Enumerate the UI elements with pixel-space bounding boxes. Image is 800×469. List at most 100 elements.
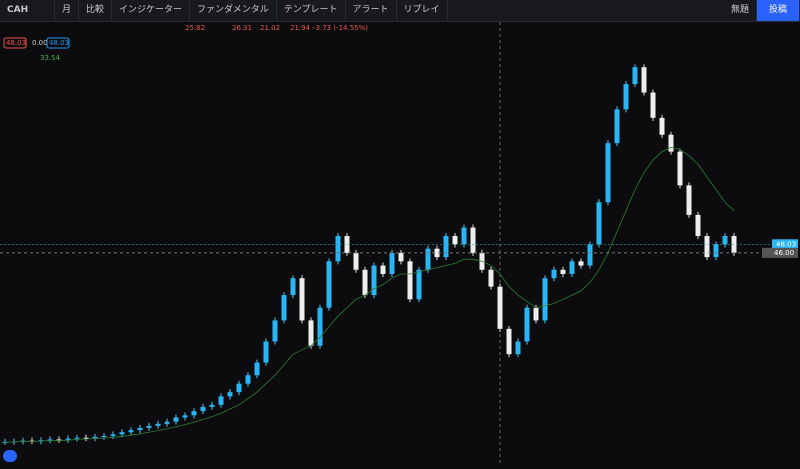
candle	[335, 236, 341, 262]
candle	[326, 261, 332, 308]
candle	[263, 341, 269, 363]
candle	[245, 375, 251, 384]
candle	[389, 252, 395, 274]
ma-line	[4, 146, 735, 443]
candle	[632, 67, 638, 85]
symbol[interactable]: CAH	[0, 0, 55, 21]
ma-value: 33.54	[40, 54, 61, 62]
legend-high: 26.31	[232, 24, 252, 32]
candle	[560, 269, 566, 274]
candle	[281, 295, 287, 321]
candle	[668, 134, 674, 152]
candle	[236, 383, 242, 393]
candle	[74, 437, 80, 439]
candle	[452, 236, 458, 245]
spread: 0.00	[32, 39, 48, 47]
candle	[56, 439, 62, 441]
candle	[218, 396, 224, 405]
candle	[650, 92, 656, 118]
candle	[506, 328, 512, 355]
candle	[686, 185, 692, 215]
candle	[704, 236, 710, 258]
price-tag	[762, 247, 798, 258]
candle	[713, 244, 719, 258]
candle	[524, 307, 530, 342]
ask: 48.03	[49, 39, 69, 47]
tool[interactable]: リプレイ	[397, 0, 448, 21]
candle	[146, 425, 152, 429]
candle	[353, 252, 359, 270]
candle	[398, 252, 404, 262]
candle	[461, 227, 467, 245]
candle	[317, 307, 323, 346]
candle	[182, 415, 188, 418]
candle	[443, 236, 449, 258]
candle	[272, 320, 278, 342]
candle	[695, 214, 701, 236]
publish-button[interactable]: 投稿	[756, 0, 800, 21]
candle	[155, 423, 161, 426]
candle	[587, 244, 593, 266]
candle	[416, 269, 422, 300]
candle	[623, 84, 629, 110]
candle	[722, 236, 728, 245]
candle	[299, 278, 305, 321]
toolbar: CAH 月 比較 インジケーター ファンダメンタル テンプレート アラート リプ…	[0, 0, 800, 22]
candle	[641, 67, 647, 93]
candle	[308, 320, 314, 346]
candle	[362, 269, 368, 296]
candle	[515, 341, 521, 355]
tool[interactable]: テンプレート	[277, 0, 346, 21]
candle	[425, 248, 431, 270]
candle	[434, 248, 440, 258]
chart: 25.82 26.31 21.02 21.94 -3.73 (-14.55%) …	[0, 22, 800, 465]
layout-name[interactable]: 無題	[724, 0, 757, 21]
candle	[101, 436, 107, 438]
candle	[227, 392, 233, 397]
candle	[569, 261, 575, 274]
candle	[110, 434, 116, 437]
candle	[344, 236, 350, 253]
candle	[488, 269, 494, 287]
candle	[47, 439, 53, 441]
logo	[3, 450, 17, 462]
price-label: 46.00	[774, 249, 794, 257]
candle	[497, 286, 503, 329]
candle	[119, 432, 125, 435]
button[interactable]	[3, 37, 27, 49]
price-label: 48.03	[776, 240, 796, 248]
candle	[290, 278, 296, 296]
candle	[200, 406, 206, 412]
candle	[407, 261, 413, 300]
candle	[470, 227, 476, 253]
candle	[677, 151, 683, 186]
candle	[2, 441, 8, 443]
legend-open: 25.82	[185, 24, 205, 32]
legend-change: -3.73 (-14.55%)	[313, 24, 368, 32]
candle	[605, 143, 611, 203]
candle	[83, 437, 89, 439]
candle	[533, 307, 539, 321]
candle	[65, 438, 71, 440]
candle	[542, 278, 548, 321]
candle	[371, 265, 377, 296]
tool[interactable]: アラート	[346, 0, 397, 21]
legend-low: 21.02	[260, 24, 280, 32]
interval[interactable]: 月	[55, 0, 80, 21]
button[interactable]	[46, 37, 70, 49]
candle	[578, 261, 584, 266]
tool[interactable]: インジケーター	[112, 0, 191, 21]
candle	[209, 404, 215, 407]
candle	[254, 362, 260, 376]
legend-close: 21.94	[290, 24, 311, 32]
tool[interactable]: ファンダメンタル	[190, 0, 277, 21]
candle	[596, 202, 602, 245]
candle	[380, 265, 386, 274]
candle	[164, 421, 170, 424]
bid: 48.03	[6, 39, 26, 47]
candle	[137, 428, 143, 431]
candle	[173, 417, 179, 422]
candle	[659, 117, 665, 135]
tool[interactable]: 比較	[79, 0, 113, 21]
